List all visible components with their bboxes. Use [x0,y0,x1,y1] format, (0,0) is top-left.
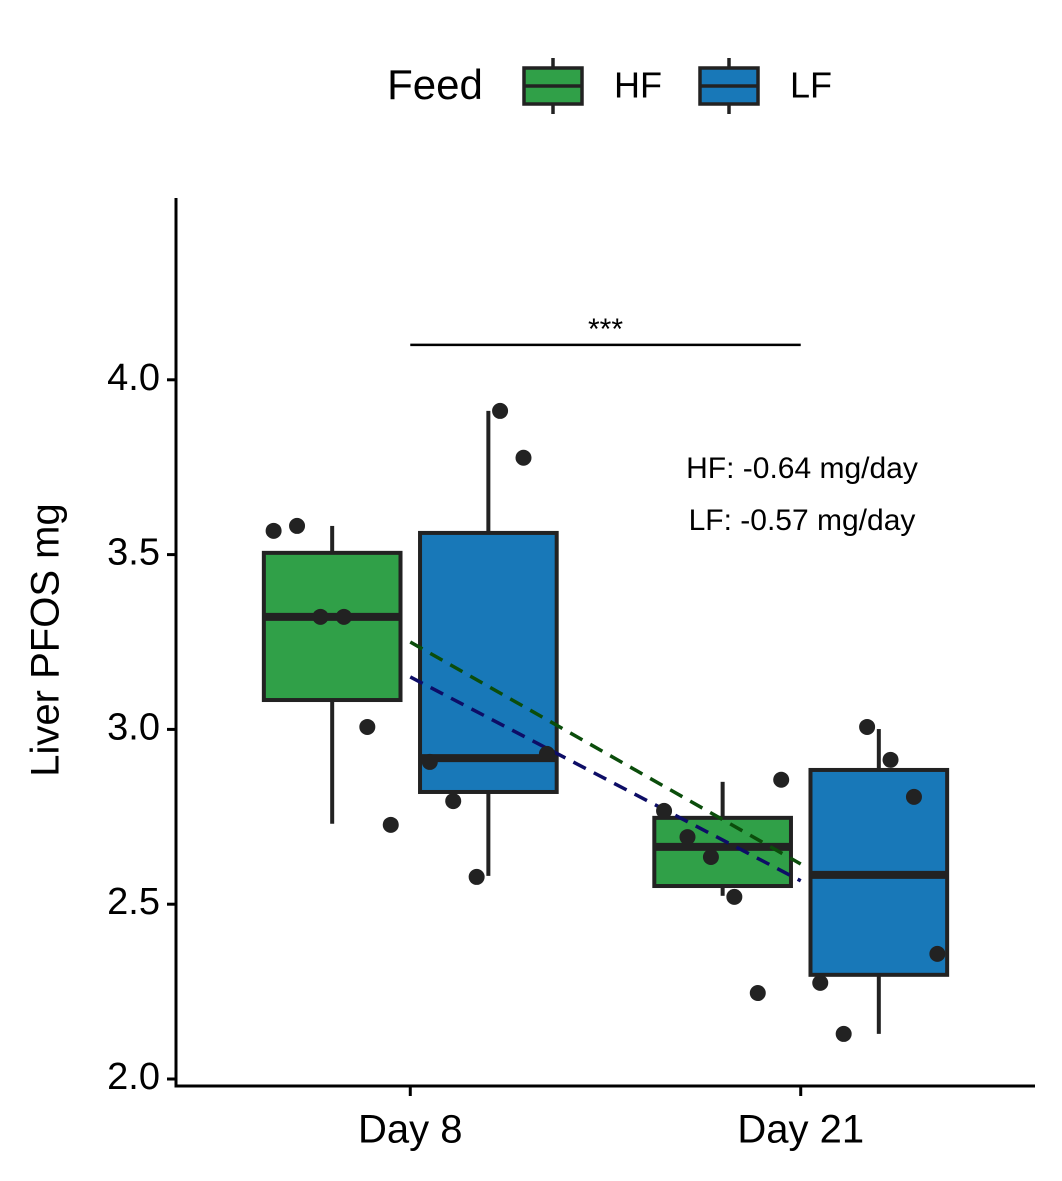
data-point [468,868,485,885]
trend-line [409,640,802,866]
trend-line [409,675,802,883]
data-point [679,829,696,846]
data-point [289,517,306,534]
x-tick-label: Day 8 [358,1108,463,1152]
box [418,530,559,794]
data-point [515,449,532,466]
y-tick-label: 2.0 [107,1056,160,1098]
annotation: LF: -0.57 mg/day [689,504,916,537]
data-point [773,771,790,788]
data-point [929,945,946,962]
data-point [882,751,899,768]
data-point [382,816,399,833]
y-tick-label: 3.0 [107,706,160,748]
y-tick-label: 3.5 [107,532,160,574]
data-point [538,745,555,762]
box [652,815,793,889]
annotation: HF: -0.64 mg/day [686,452,918,485]
data-point [445,793,462,810]
data-point [265,522,282,539]
data-point [905,788,922,805]
data-point [421,753,438,770]
data-point [702,849,719,866]
data-point [749,985,766,1002]
data-point [812,974,829,991]
data-point [859,718,876,735]
x-tick-label: Day 21 [737,1108,864,1152]
legend-label: LF [790,65,832,106]
data-point [835,1025,852,1042]
legend-title: Feed [387,61,483,108]
box [261,550,403,703]
data-point [359,718,376,735]
significance-label: *** [588,313,623,346]
data-point [656,802,673,819]
y-axis-label: Liver PFOS mg [24,503,68,776]
data-point [312,608,329,625]
data-point [335,608,352,625]
data-point [492,402,509,419]
legend-label: HF [614,65,662,106]
y-tick-label: 4.0 [107,357,160,399]
data-point [726,888,743,905]
y-tick-label: 2.5 [107,881,160,923]
